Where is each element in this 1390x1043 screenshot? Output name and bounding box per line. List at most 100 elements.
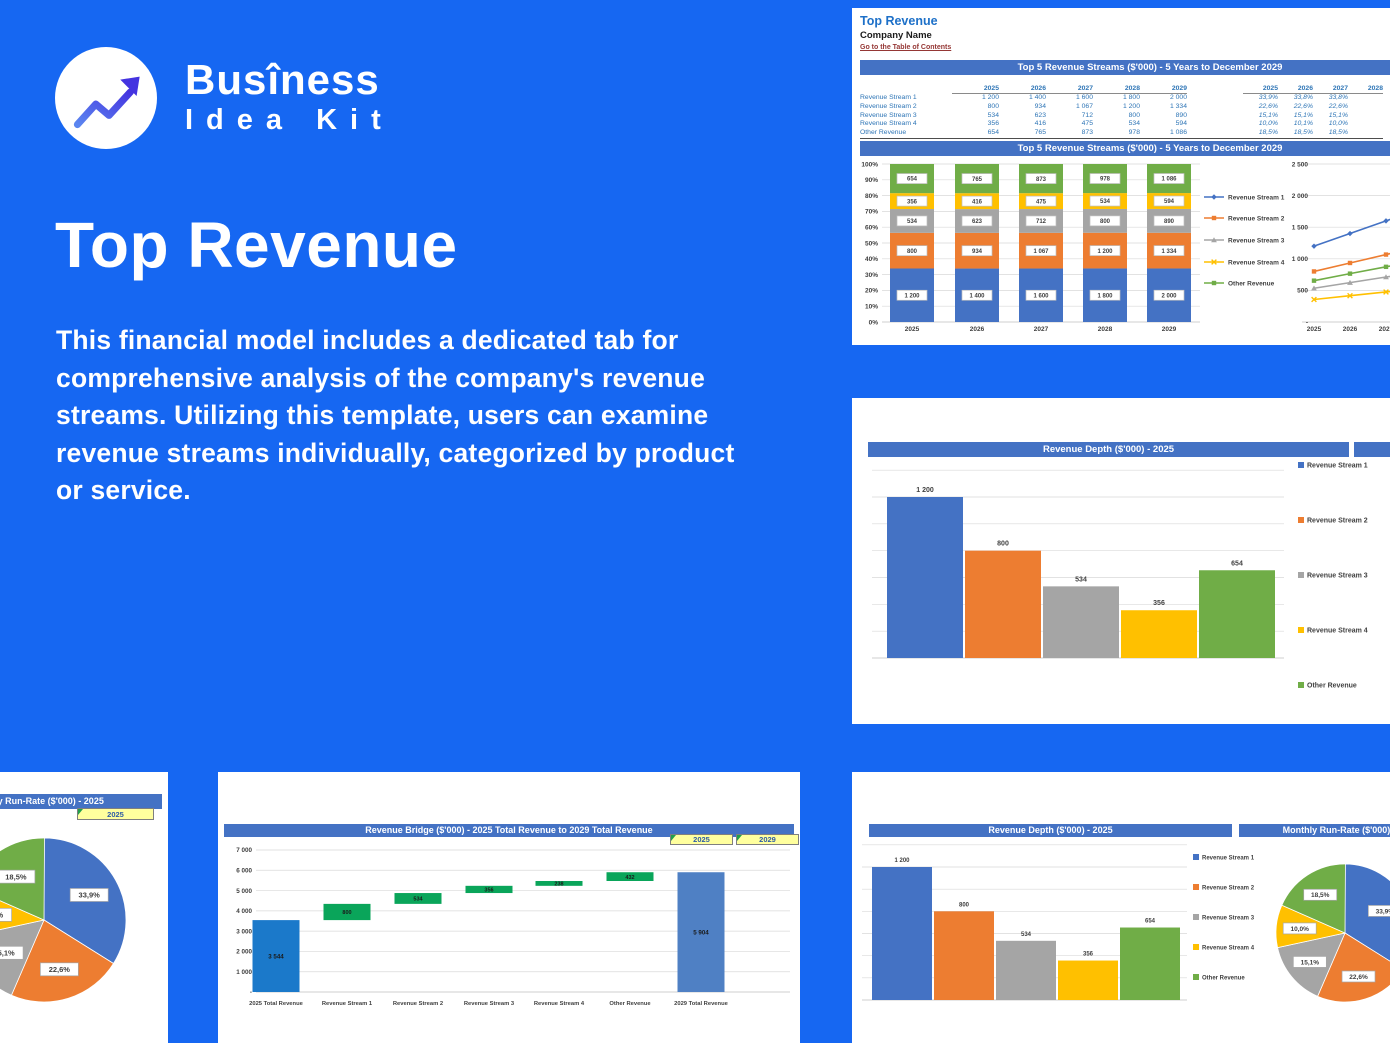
y-axis-tick: 0%	[869, 319, 879, 326]
year-to-selector[interactable]: 2029	[736, 834, 799, 845]
data-label-box	[961, 289, 993, 301]
y-axis-tick: 5 000	[236, 888, 252, 895]
table-cell: 10,0%	[1328, 120, 1348, 128]
line-series	[1313, 290, 1390, 301]
bar	[872, 867, 932, 1000]
data-label-box	[1153, 215, 1185, 227]
data-label: 33,9%	[1376, 908, 1390, 915]
data-label: 1 200	[1097, 249, 1113, 255]
legend-label: Revenue Stream 4	[1202, 945, 1255, 951]
stacked-bar-segment	[955, 209, 999, 233]
table-cell	[1348, 137, 1383, 149]
data-label-box	[0, 869, 36, 884]
table-cell: 2 000	[1169, 94, 1187, 101]
panel-depth-and-run-rate: Revenue Depth ($'000) - 2025 Monthly Run…	[852, 772, 1390, 1043]
brand-logo	[55, 47, 157, 149]
toc-link[interactable]: Go to the Table of Contents	[860, 44, 952, 51]
marker-triangle	[1311, 285, 1317, 291]
data-label: 934	[972, 249, 983, 255]
table-cell: 534	[987, 111, 999, 119]
x-axis-label: Revenue Stream 3	[464, 1001, 515, 1007]
legend-swatch	[1298, 572, 1304, 578]
data-label: 654	[1145, 919, 1156, 925]
data-label-box	[1025, 289, 1057, 301]
pie-slice	[1317, 932, 1390, 1003]
data-label: 1 800	[1097, 293, 1113, 299]
waterfall-bar	[606, 872, 654, 881]
table-cell: 18,5%	[1258, 129, 1278, 137]
y-axis-tick: 80%	[865, 193, 878, 200]
legend-label: Revenue Stream 4	[1228, 259, 1285, 266]
x-axis-label: 2029 Total Revenue	[674, 1001, 728, 1007]
table-cell: 2027	[1046, 80, 1093, 94]
table-cell: 1 400	[1028, 94, 1046, 101]
stacked-bar-segment	[1083, 268, 1127, 322]
table-cell	[1187, 137, 1243, 149]
marker-square	[1383, 252, 1389, 257]
year-from-selector[interactable]: 2025	[670, 834, 733, 845]
data-label-box	[1089, 245, 1121, 256]
table-cell: 15,1%	[1328, 111, 1348, 119]
waterfall-bar	[535, 880, 583, 886]
revenue-bridge-chart: - 1 000 2 000 3 000 4 000 5 000 6 000 7 000 3 54…	[236, 847, 790, 1007]
data-label: 1 086	[1161, 177, 1177, 183]
bar	[1199, 570, 1275, 658]
data-label-box	[961, 173, 993, 184]
data-label: 356	[1153, 600, 1165, 607]
y-axis-tick: 30%	[865, 272, 878, 279]
year-selector[interactable]: 2025	[77, 808, 154, 820]
table-cell: 2029	[1140, 80, 1187, 94]
data-label-box	[1025, 195, 1057, 207]
x-axis-label: 2027	[1034, 326, 1049, 333]
page-title: Top Revenue	[55, 209, 458, 281]
table-cell: 534	[1128, 120, 1140, 128]
stacked-bar-segment	[890, 268, 934, 322]
stacked-bar-segment	[955, 193, 999, 210]
table-cell: Revenue Stream 2	[860, 102, 917, 110]
table-cell: 18,5%	[1328, 129, 1348, 137]
legend-label: Revenue Stream 3	[1202, 915, 1255, 921]
hero-section: Busîness Idea Kit Top Revenue This finan…	[55, 47, 734, 505]
data-label-box	[0, 907, 12, 922]
data-label: 654	[1231, 560, 1243, 567]
marker-triangle	[1383, 274, 1389, 280]
panel-revenue-bridge: Revenue Bridge ($'000) - 2025 Total Reve…	[218, 772, 800, 1043]
brand-text: Busîness Idea Kit	[185, 58, 394, 138]
bar	[934, 911, 994, 1000]
marker-square	[1211, 215, 1217, 221]
data-label-box	[1089, 289, 1121, 301]
data-label-box	[69, 888, 109, 902]
brand-logo-row: Busîness Idea Kit	[55, 47, 394, 149]
data-label: 18,5%	[1311, 892, 1330, 899]
data-label-box	[1025, 215, 1057, 227]
table-cell: 15,1%	[1258, 111, 1278, 119]
stacked-bar-segment	[1019, 164, 1063, 194]
table-cell: 1 334	[1169, 102, 1187, 110]
y-axis-tick: 70%	[865, 209, 878, 216]
table-cell	[1348, 112, 1383, 121]
x-axis-label: 2025 Total Revenue	[249, 1001, 303, 1007]
panel-monthly-run-rate: Monthly Run-Rate ($'000) - 2025 2025 33,…	[0, 772, 168, 1043]
legend-label: Revenue Stream 1	[1202, 855, 1255, 861]
waterfall-bar	[465, 885, 513, 894]
pie-slice	[43, 837, 127, 965]
table-cell: 712	[1081, 111, 1093, 119]
table-cell: 623	[1034, 111, 1046, 119]
revenue-table: 2025 2026 2027 2028 2029 2025 2026 2027 2028 Reve…	[860, 80, 1383, 149]
brand-name: Busîness	[185, 56, 380, 103]
y-axis-tick: -	[250, 989, 252, 996]
table-cell: 2025	[1243, 80, 1278, 94]
data-label: 873	[1036, 177, 1047, 183]
stacked-bar-segment	[1083, 208, 1127, 233]
data-label-box	[1089, 215, 1121, 227]
table-cell: 1 067	[1075, 102, 1093, 110]
data-label: 2 000	[1161, 293, 1177, 299]
marker-square	[1347, 271, 1353, 276]
data-label: 356	[484, 888, 493, 894]
data-label: 978	[1100, 177, 1111, 183]
data-label-box	[896, 173, 928, 184]
marker-square	[1347, 260, 1353, 266]
stacked-bar-segment	[1019, 209, 1063, 233]
data-label: 1 200	[904, 293, 920, 299]
table-cell	[1348, 129, 1383, 138]
